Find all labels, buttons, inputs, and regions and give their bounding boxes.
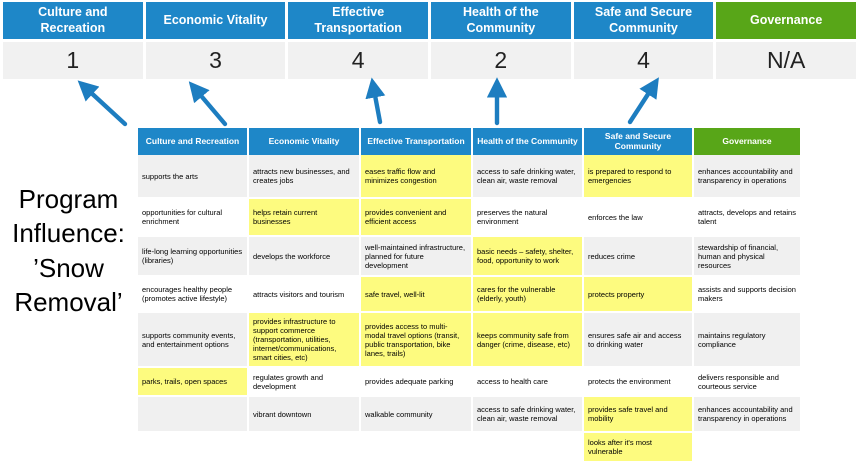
category-card-safe-and-secure-community: Safe and Secure Community <box>573 2 714 39</box>
category-card-economic-vitality: Economic Vitality <box>145 2 286 39</box>
matrix-cell <box>248 432 361 463</box>
matrix-cell: vibrant downtown <box>248 396 361 433</box>
matrix-row-7: vibrant downtown walkable community access… <box>138 396 802 433</box>
influence-arrow-5 <box>627 77 659 125</box>
score-value-effective-transportation: 4 <box>288 42 428 79</box>
influence-arrow-2 <box>188 81 228 127</box>
matrix-cell: protects the environment <box>583 367 694 397</box>
matrix-row-4: encourages healthy people (promotes acti… <box>138 276 802 313</box>
matrix-row-1: supports the arts attracts new businesses… <box>138 155 802 199</box>
matrix-cell-highlighted: helps retain current businesses <box>248 198 361 237</box>
matrix-column-header-economic-vitality: Economic Vitality <box>248 128 361 155</box>
score-value-culture-and-recreation: 1 <box>3 42 143 79</box>
matrix-cell <box>138 396 249 433</box>
category-card-effective-transportation: Effective Transportation <box>288 2 428 39</box>
matrix-cell: preserves the natural environment <box>472 198 584 237</box>
matrix-cell: opportunities for cultural enrichment <box>138 198 249 237</box>
category-card-health-of-the-community: Health of the Community <box>431 2 571 39</box>
matrix-cell-highlighted: keeps community safe from danger (crime,… <box>472 312 584 368</box>
matrix-cell: assists and supports decision makers <box>693 276 802 313</box>
matrix-cell: encourages healthy people (promotes acti… <box>138 276 249 313</box>
matrix-cell-highlighted: protects property <box>583 276 694 313</box>
matrix-cell: ensures safe air and access to drinking … <box>583 312 694 368</box>
matrix-cell: well-maintained infrastructure, planned … <box>360 236 473 277</box>
matrix-cell-highlighted: parks, trails, open spaces <box>138 367 249 397</box>
matrix-cell <box>693 432 802 463</box>
score-value-governance: N/A <box>716 42 856 79</box>
matrix-row-3: life-long learning opportunities (librar… <box>138 236 802 277</box>
matrix-cell-highlighted: basic needs – safety, shelter, food, opp… <box>472 236 584 277</box>
score-value-health-of-the-community: 2 <box>431 42 571 79</box>
score-value-economic-vitality: 3 <box>145 42 286 79</box>
matrix-cell-highlighted: provides access to multi-modal travel op… <box>360 312 473 368</box>
matrix-column-header-governance: Governance <box>693 128 802 155</box>
matrix-cell: enhances accountability and transparency… <box>693 396 802 433</box>
matrix-cell: stewardship of financial, human and phys… <box>693 236 802 277</box>
matrix-cell: attracts, develops and retains talent <box>693 198 802 237</box>
category-band: Culture and Recreation Economic Vitality E… <box>3 2 856 39</box>
program-influence-label: Program Influence: ’Snow Removal’ <box>12 184 125 317</box>
influence-matrix: Culture and Recreation Economic Vitality E… <box>138 128 802 463</box>
matrix-cell-highlighted: is prepared to respond to emergencies <box>583 155 694 199</box>
matrix-row-2: opportunities for cultural enrichment hel… <box>138 198 802 237</box>
matrix-row-5: supports community events, and entertain… <box>138 312 802 368</box>
matrix-row-8: looks after it's most vulnerable <box>138 432 802 463</box>
matrix-cell: supports community events, and entertain… <box>138 312 249 368</box>
matrix-cell-highlighted: cares for the vulnerable (elderly, youth… <box>472 276 584 313</box>
matrix-cell <box>472 432 584 463</box>
matrix-cell: enforces the law <box>583 198 694 237</box>
matrix-column-header-safe-and-secure-community: Safe and Secure Community <box>583 128 694 155</box>
matrix-cell: develops the workforce <box>248 236 361 277</box>
influence-arrow-3 <box>365 77 386 125</box>
matrix-cell-highlighted: safe travel, well-lit <box>360 276 473 313</box>
matrix-cell: reduces crime <box>583 236 694 277</box>
matrix-cell: attracts new businesses, and creates job… <box>248 155 361 199</box>
matrix-cell: access to health care <box>472 367 584 397</box>
matrix-cell: access to safe drinking water, clean air… <box>472 396 584 433</box>
matrix-cell: life-long learning opportunities (librar… <box>138 236 249 277</box>
matrix-column-header-effective-transportation: Effective Transportation <box>360 128 473 155</box>
matrix-cell-highlighted: provides safe travel and mobility <box>583 396 694 433</box>
matrix-cell-highlighted: provides infrastructure to support comme… <box>248 312 361 368</box>
category-card-governance: Governance <box>716 2 856 39</box>
matrix-row-6: parks, trails, open spaces regulates grow… <box>138 367 802 397</box>
matrix-cell-highlighted: provides convenient and efficient access <box>360 198 473 237</box>
matrix-column-header-health-of-the-community: Health of the Community <box>472 128 584 155</box>
matrix-cell: provides adequate parking <box>360 367 473 397</box>
matrix-cell: supports the arts <box>138 155 249 199</box>
matrix-cell-highlighted: looks after it's most vulnerable <box>583 432 694 463</box>
influence-arrow-1 <box>77 80 128 127</box>
matrix-cell: maintains regulatory compliance <box>693 312 802 368</box>
matrix-cell <box>360 432 473 463</box>
score-value-safe-and-secure-community: 4 <box>573 42 714 79</box>
matrix-cell: regulates growth and development <box>248 367 361 397</box>
matrix-cell: access to safe drinking water, clean air… <box>472 155 584 199</box>
matrix-cell: attracts visitors and tourism <box>248 276 361 313</box>
score-band: 1 3 4 2 4 N/A <box>3 42 856 79</box>
category-card-culture-and-recreation: Culture and Recreation <box>3 2 143 39</box>
matrix-cell: walkable community <box>360 396 473 433</box>
matrix-cell: enhances accountability and transparency… <box>693 155 802 199</box>
matrix-cell <box>138 432 249 463</box>
matrix-column-header-culture-and-recreation: Culture and Recreation <box>138 128 249 155</box>
matrix-cell: delivers responsible and courteous servi… <box>693 367 802 397</box>
matrix-cell-highlighted: eases traffic flow and minimizes congest… <box>360 155 473 199</box>
